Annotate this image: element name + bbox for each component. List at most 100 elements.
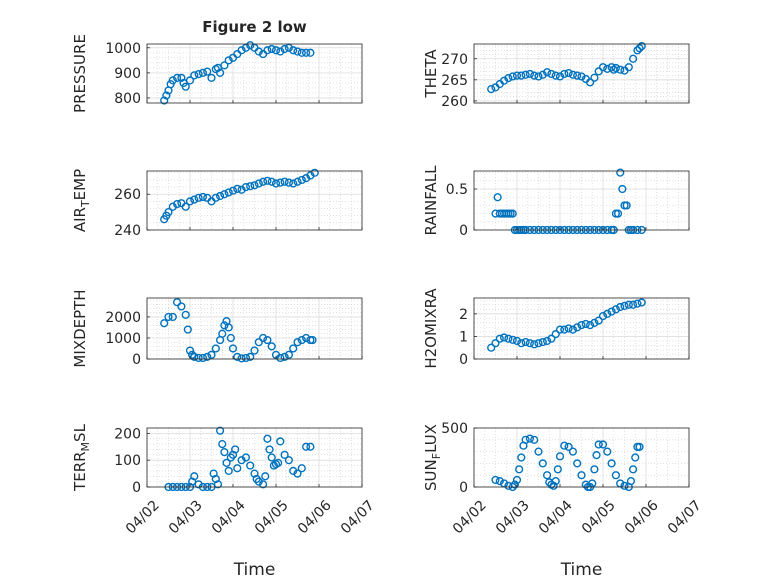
data-point — [592, 451, 601, 460]
data-point — [616, 65, 625, 74]
data-point — [190, 195, 199, 204]
data-point — [517, 339, 526, 348]
data-point — [512, 475, 522, 485]
x-axis-label: Time — [233, 560, 276, 580]
y-axis-label: TERRMSL — [71, 423, 92, 492]
data-point — [551, 477, 560, 486]
data-point — [198, 353, 208, 363]
x-axis-label: Time — [560, 560, 603, 580]
data-point — [637, 298, 646, 307]
data-point — [263, 46, 272, 55]
y-tick-label: 100 — [114, 453, 141, 469]
series-points — [160, 168, 319, 224]
data-point — [267, 453, 276, 462]
data-point — [560, 325, 569, 334]
data-point — [274, 458, 283, 467]
data-point — [568, 325, 578, 334]
data-point — [628, 465, 638, 474]
data-point — [603, 447, 612, 456]
data-point — [487, 84, 496, 94]
data-point — [183, 325, 192, 334]
data-point — [162, 91, 171, 100]
data-point — [512, 71, 522, 80]
y-tick-label: 800 — [114, 91, 141, 107]
y-axis-label: H2OMIXRA — [422, 288, 440, 369]
data-point — [194, 353, 203, 363]
data-point — [164, 208, 173, 217]
y-tick-label: 0 — [459, 352, 468, 368]
data-point — [224, 323, 233, 332]
data-point — [211, 344, 220, 353]
data-point — [624, 300, 633, 309]
data-point — [525, 339, 535, 348]
data-point — [500, 333, 509, 342]
data-point — [203, 352, 212, 361]
series-points — [160, 298, 317, 363]
data-point — [555, 72, 565, 81]
data-point — [276, 47, 285, 56]
data-point — [504, 74, 513, 83]
axes-background — [147, 44, 362, 103]
data-point — [259, 177, 268, 186]
data-point — [493, 193, 502, 202]
data-point — [185, 197, 195, 206]
series-points — [487, 42, 646, 94]
data-point — [573, 323, 582, 332]
data-point — [616, 302, 625, 312]
y-tick-label: 260 — [441, 94, 468, 110]
data-point — [607, 459, 616, 468]
y-tick-label: 500 — [441, 421, 468, 437]
data-point — [603, 309, 612, 318]
data-point — [635, 44, 644, 53]
y-axis-label: SUNFLUX — [422, 424, 443, 491]
data-point — [280, 44, 289, 54]
data-point — [530, 71, 539, 80]
data-point — [626, 477, 636, 486]
data-point — [280, 450, 289, 459]
data-point — [259, 480, 268, 489]
data-point — [635, 442, 644, 451]
data-point — [181, 310, 190, 319]
data-point — [271, 179, 281, 188]
data-point — [598, 63, 608, 72]
data-point — [551, 330, 560, 339]
y-axis-label: PRESSURE — [71, 34, 89, 113]
data-point — [233, 352, 242, 361]
data-point — [160, 96, 169, 105]
data-point — [164, 312, 173, 322]
data-point — [224, 466, 233, 476]
data-point — [263, 434, 272, 443]
data-point — [573, 459, 582, 468]
data-point — [207, 350, 216, 359]
data-point — [289, 344, 298, 353]
data-point — [633, 46, 642, 55]
subplot-3: 240 260 AIRTEMP — [71, 168, 363, 239]
data-point — [254, 338, 263, 347]
data-point — [207, 73, 216, 82]
data-point — [181, 82, 190, 91]
axes-box — [146, 43, 363, 104]
data-point — [185, 346, 195, 355]
data-point — [224, 56, 233, 65]
data-point — [530, 340, 539, 349]
data-point — [633, 299, 642, 308]
data-point — [521, 70, 530, 79]
data-point — [261, 472, 270, 481]
data-point — [308, 335, 317, 345]
series-points — [487, 298, 646, 352]
data-point — [564, 324, 573, 333]
data-point — [263, 176, 272, 185]
data-point — [534, 339, 543, 348]
data-point — [220, 321, 229, 330]
y-tick-label: 2000 — [105, 310, 141, 326]
data-point — [542, 471, 552, 480]
y-tick-label: 0 — [459, 480, 468, 496]
data-point — [306, 48, 315, 57]
data-point — [598, 311, 608, 321]
data-point — [233, 464, 242, 473]
axes-box — [146, 297, 363, 360]
data-point — [555, 452, 565, 461]
data-point — [577, 72, 586, 81]
data-point — [637, 42, 646, 51]
